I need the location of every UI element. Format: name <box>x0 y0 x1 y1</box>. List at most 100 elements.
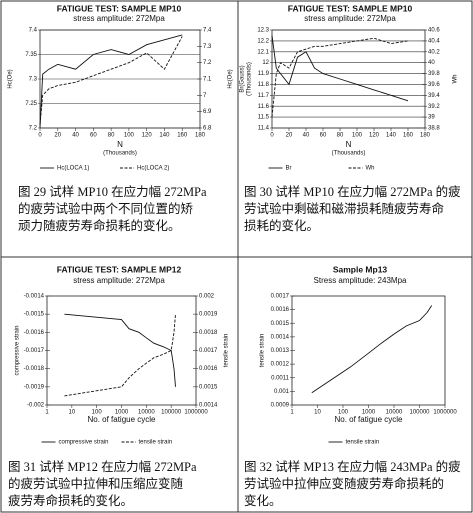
y-tick-label: 0.0016 <box>271 307 290 313</box>
x-axis-unit: (Thousands) <box>103 151 137 157</box>
legend-label: compressive strain <box>59 440 109 446</box>
y2-tick-label: 7.3 <box>203 44 212 50</box>
y-tick-label: 0.0013 <box>271 348 290 354</box>
x-tick-label: 60 <box>320 133 327 139</box>
plot-frame <box>271 29 426 129</box>
y2-tick-label: 6.9 <box>203 109 212 115</box>
y-tick-label: -0.0016 <box>24 330 45 336</box>
y2-axis-label: Wh <box>453 75 459 84</box>
x-tick-label: 60 <box>90 133 97 139</box>
y-tick-label: 12.3 <box>257 28 269 34</box>
x-tick-label: 120 <box>369 133 380 139</box>
x-tick-label: 100000 <box>161 410 182 416</box>
y-tick-label: 7.2 <box>29 126 38 132</box>
x-tick-label: 100 <box>338 410 349 416</box>
x-tick-label: 1000000 <box>433 410 457 416</box>
y-tick-label: 7.35 <box>25 52 37 58</box>
y-axis-label: Hc(Oe) <box>8 69 14 88</box>
y2-tick-label: 39.4 <box>428 93 440 99</box>
chart-subtitle: Stress amplitude: 243Mpa <box>314 276 407 285</box>
y-axis-label: Br(Gauss) <box>240 65 246 92</box>
y-tick-label: 11.4 <box>258 126 270 132</box>
x-tick-label: 20 <box>54 133 61 139</box>
y2-tick-label: 7 <box>203 93 207 99</box>
y2-tick-label: 40.6 <box>428 28 440 34</box>
caption-line: 图 31 试样 MP12 在应力幅 272MPa <box>8 459 197 474</box>
caption-line: 损耗的变化。 <box>244 218 319 233</box>
x-tick-label: 100000 <box>409 410 430 416</box>
x-tick-label: 180 <box>420 133 431 139</box>
y2-tick-label: 0.0014 <box>199 403 218 409</box>
caption-line: 疲劳寿命损耗的变化。 <box>8 493 133 508</box>
y-tick-label: -0.0015 <box>24 312 45 318</box>
x-tick-label: 1 <box>45 410 49 416</box>
y-tick-label: 7.3 <box>29 77 38 83</box>
y2-tick-label: 39.2 <box>428 104 440 110</box>
y-tick-label: 0.0014 <box>271 334 290 340</box>
x-tick-label: 40 <box>72 133 79 139</box>
x-tick-label: 10000 <box>386 410 403 416</box>
y2-tick-label: 7.1 <box>203 77 212 83</box>
y-tick-label: 12 <box>262 60 269 66</box>
x-tick-label: 140 <box>159 133 170 139</box>
x-tick-label: 10 <box>68 410 75 416</box>
y2-tick-label: 39.8 <box>428 71 440 77</box>
y2-axis-label: Hc(Oe) <box>228 69 234 88</box>
y-tick-label: 0.0012 <box>271 362 290 368</box>
y2-tick-label: 0.002 <box>199 294 215 300</box>
y2-tick-label: 40.4 <box>428 38 440 44</box>
caption-line: 图 32 试样 MP13 在应力幅 243MPa 的疲 <box>244 459 461 474</box>
y2-tick-label: 0.0018 <box>199 330 218 336</box>
x-tick-label: 160 <box>177 133 188 139</box>
caption-line: 的疲劳试验中拉伸和压缩应变随 <box>8 476 184 491</box>
y-tick-label: 11.9 <box>258 71 270 77</box>
chart-title: FATIGUE TEST: SAMPLE MP10 <box>288 3 413 13</box>
x-axis-label: N <box>346 140 352 149</box>
x-tick-label: 80 <box>337 133 344 139</box>
plot-frame <box>291 295 446 406</box>
y-axis-label: compressive strain <box>15 325 21 375</box>
y-tick-label: 12.1 <box>257 49 269 55</box>
legend-label: tensile strain <box>139 440 173 446</box>
series-line <box>64 314 176 397</box>
x-axis-label: No. of fatigue cycle <box>87 415 156 424</box>
y-tick-label: 0.0011 <box>271 375 290 381</box>
series-line <box>311 305 433 394</box>
y-tick-label: 7.4 <box>29 28 38 34</box>
y-tick-label: -0.0018 <box>24 366 45 372</box>
caption-line: 劳试验中剩磁和磁滞损耗随疲劳寿命 <box>244 201 445 216</box>
x-tick-label: 1000000 <box>184 410 208 416</box>
y-tick-label: 11.8 <box>258 82 270 88</box>
caption-line: 顽力随疲劳寿命损耗的变化。 <box>18 218 181 233</box>
y-tick-label: -0.0017 <box>24 348 45 354</box>
x-tick-label: 10 <box>314 410 321 416</box>
x-tick-label: 20 <box>286 133 293 139</box>
y-tick-label: 0.0009 <box>271 403 290 409</box>
x-tick-label: 10000 <box>138 410 155 416</box>
series-line <box>39 34 183 129</box>
chart-title: FATIGUE TEST: SAMPLE MP10 <box>57 3 182 13</box>
y-axis-unit: (Thousands) <box>247 62 253 96</box>
y2-tick-label: 0.0017 <box>199 348 218 354</box>
y2-tick-label: 39 <box>428 115 435 121</box>
caption-line: 变化。 <box>244 493 282 508</box>
y2-tick-label: 0.0015 <box>199 384 218 390</box>
caption-line: 图 30 试样 MP10 在应力幅 272MPa 的疲 <box>244 184 461 199</box>
y-tick-label: 11.6 <box>258 104 270 110</box>
chart-subtitle: stress amplitude: 272Mpa <box>73 276 165 285</box>
y2-tick-label: 0.0016 <box>199 366 218 372</box>
y2-tick-label: 39.6 <box>428 82 440 88</box>
x-tick-label: 100 <box>92 410 103 416</box>
caption-line: 劳试验中拉伸应变随疲劳寿命损耗的 <box>244 476 444 491</box>
y2-tick-label: 38.8 <box>428 126 440 132</box>
y2-tick-label: 7.2 <box>203 60 212 66</box>
y-axis-label: tensile strain <box>260 334 266 368</box>
y-tick-label: 11.5 <box>258 115 270 121</box>
x-tick-label: 100 <box>352 133 363 139</box>
legend-label: Hc(LOCA 1) <box>57 166 89 172</box>
legend-label: tensile strain <box>346 440 380 446</box>
x-tick-label: 160 <box>403 133 414 139</box>
caption-line: 图 29 试样 MP10 在应力幅 272MPa <box>18 184 207 199</box>
series-line <box>271 35 409 102</box>
